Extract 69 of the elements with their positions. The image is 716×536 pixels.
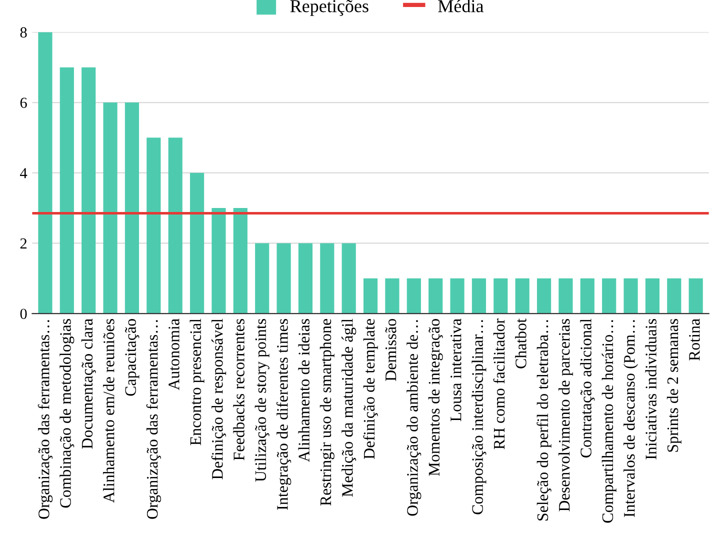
legend-label: Média <box>438 0 484 12</box>
bar <box>450 278 464 314</box>
x-tick-label: Seleção do perfil do teletraba… <box>536 320 552 520</box>
bar <box>558 278 573 314</box>
x-tick-label: Organização das ferramentas… <box>38 320 53 519</box>
x-tick-label: Composição interdisciplinar… <box>472 320 486 514</box>
bar <box>38 32 52 314</box>
bar <box>624 278 638 314</box>
bar <box>190 172 204 314</box>
x-tick-label: RH como facilitador <box>493 318 505 450</box>
x-tick-label: Feedbacks recorrentes <box>233 319 244 460</box>
x-tick-label: Autonomia <box>168 318 180 390</box>
bar <box>233 208 248 314</box>
bar <box>255 243 270 314</box>
bar <box>580 278 594 314</box>
x-tick-label: Rotina <box>689 318 700 361</box>
bar <box>536 278 552 314</box>
x-tick-label: Alinhamento de ideias <box>298 319 310 462</box>
y-tick-label: 8 <box>20 27 27 38</box>
x-tick-label: Organização do ambiente de… <box>406 320 422 516</box>
x-tick-label: Chatbot <box>515 318 526 368</box>
x-tick-label: Intervalos de descanso (Pom… <box>624 320 638 518</box>
bar <box>276 243 291 314</box>
bar <box>406 278 421 314</box>
x-tick-label: Capacitação <box>125 319 140 396</box>
y-tick-label: 2 <box>20 238 27 249</box>
x-tick-label: Definição de template <box>363 318 378 459</box>
x-tick-label: Demissão <box>385 319 396 381</box>
x-tick-label: Momentos de integração <box>428 319 443 476</box>
bar <box>385 278 400 314</box>
x-tick-label: Desenvolvimento de parcerias <box>558 319 573 512</box>
bar <box>645 278 660 314</box>
x-tick-label: Lousa interativa <box>450 318 462 422</box>
bar <box>82 67 96 314</box>
bar <box>428 278 443 314</box>
x-tick-label: Sprints de 2 semanas <box>666 319 682 452</box>
x-tick-label: Integração de diferentes times <box>276 319 292 510</box>
x-tick-label: Encontro presencial <box>190 318 204 446</box>
y-tick-label: 4 <box>20 168 28 178</box>
x-tick-label: Definição de responsável <box>211 318 226 480</box>
x-tick-label: Utilização de story points <box>254 319 270 482</box>
bar <box>298 243 313 314</box>
x-tick-label: Restringir uso de smartphone <box>320 318 334 506</box>
bar <box>60 67 74 314</box>
bar <box>688 278 703 314</box>
x-tick-label: Organização das ferramentas… <box>146 320 162 519</box>
y-tick-label: 0 <box>20 308 27 320</box>
legend-label: Repetições <box>290 0 368 16</box>
x-tick-label: Alinhamento em/de reuniões <box>103 319 114 503</box>
bar <box>124 102 140 314</box>
bar <box>494 278 508 314</box>
bar <box>103 102 118 314</box>
x-tick-label: Documentação clara <box>81 318 96 449</box>
bar <box>472 278 486 314</box>
bar <box>146 138 161 314</box>
x-tick-label: Medição da maturidade ágil <box>342 318 356 497</box>
bar <box>515 278 530 314</box>
bar <box>667 278 682 314</box>
x-tick-label: Compartilhamento de horário… <box>602 320 616 523</box>
bar <box>168 138 182 314</box>
x-tick-label: Combinação de metodologias <box>60 319 74 508</box>
bar <box>363 278 378 314</box>
bar <box>212 208 226 314</box>
bar <box>602 278 616 314</box>
x-tick-label: Iniciativas individuais <box>645 319 656 460</box>
x-tick-label: Contratação adicional <box>580 318 595 458</box>
bar <box>320 243 334 314</box>
bar <box>342 243 356 314</box>
y-tick-label: 6 <box>20 98 27 108</box>
